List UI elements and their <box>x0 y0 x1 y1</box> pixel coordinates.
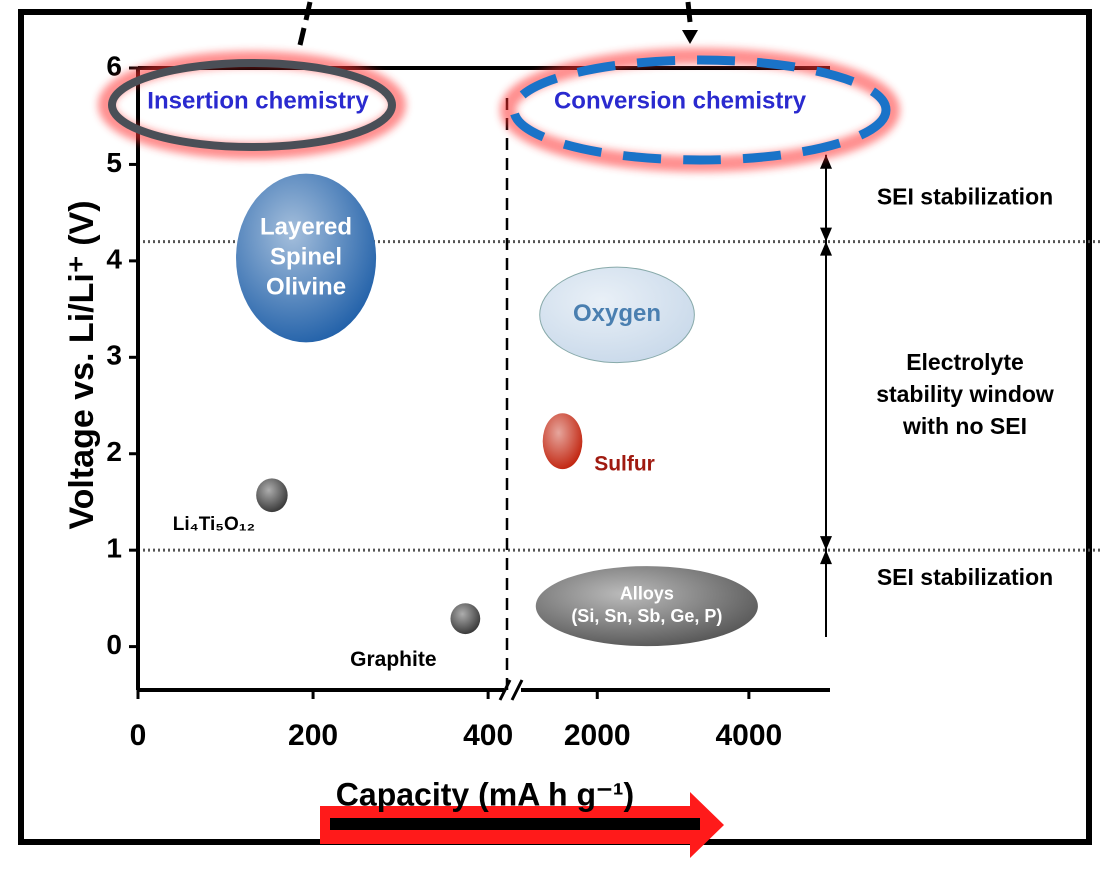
window-label: SEI stabilization <box>877 564 1053 590</box>
axis-break <box>498 679 524 701</box>
x-tick-label: 4000 <box>716 719 783 752</box>
y-tick-label: 6 <box>106 50 122 81</box>
highlight-ellipse <box>108 59 396 151</box>
window-label: with no SEI <box>902 413 1027 439</box>
y-axis-label: Voltage vs. Li/Li⁺ (V) <box>63 200 101 529</box>
x-axis-label: Capacity (mA h g⁻¹) <box>336 776 634 812</box>
x-tick-label: 0 <box>130 719 147 752</box>
bubble-label: Layered <box>260 213 352 240</box>
window-label: Electrolyte <box>906 349 1024 375</box>
x-tick-label: 400 <box>463 719 513 752</box>
highlight-ellipse <box>509 55 891 165</box>
bubble-label: Spinel <box>270 243 342 270</box>
pointer-line <box>685 1 693 23</box>
arrow-head <box>820 536 832 551</box>
y-tick-label: 0 <box>106 629 122 660</box>
y-tick-label: 3 <box>106 340 122 371</box>
window-label: stability window <box>876 381 1054 407</box>
bubble <box>450 603 481 635</box>
bubble <box>256 478 288 513</box>
bubble <box>542 413 583 470</box>
region-label: Insertion chemistry <box>147 87 369 114</box>
pointer-line <box>297 1 313 46</box>
arrow-head <box>820 241 832 256</box>
bubble <box>535 566 758 647</box>
pointer-arrow <box>682 30 698 44</box>
bubble-label: (Si, Sn, Sb, Ge, P) <box>571 606 722 626</box>
y-tick-label: 1 <box>106 533 122 564</box>
arrow-head <box>820 154 832 169</box>
x-tick-label: 200 <box>288 719 338 752</box>
bubble-label: Olivine <box>266 273 346 300</box>
bubble-label: Alloys <box>620 584 674 604</box>
y-tick-label: 4 <box>106 243 122 274</box>
y-tick-label: 2 <box>106 436 122 467</box>
arrow-head <box>820 227 832 242</box>
x-tick-label: 2000 <box>564 719 631 752</box>
bubble <box>539 266 695 364</box>
window-label: SEI stabilization <box>877 183 1053 209</box>
bubble <box>236 173 377 343</box>
region-label: Conversion chemistry <box>554 87 807 114</box>
direction-arrow-core <box>330 818 700 830</box>
arrow-head <box>820 550 832 565</box>
bubble-label: Oxygen <box>573 300 661 327</box>
bubble-label: Sulfur <box>594 453 655 476</box>
bubble-label: Graphite <box>350 648 436 671</box>
y-tick-label: 5 <box>106 147 122 178</box>
bubble-label: Li₄Ti₅O₁₂ <box>173 514 255 535</box>
